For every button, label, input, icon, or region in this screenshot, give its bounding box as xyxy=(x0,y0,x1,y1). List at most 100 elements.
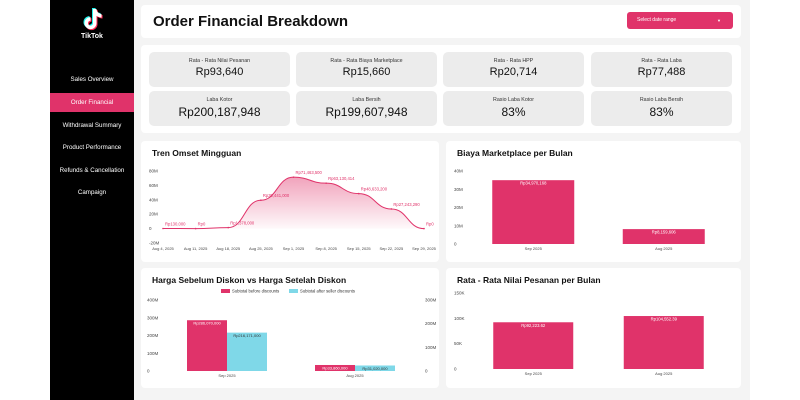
data-label: Rp39,441,000 xyxy=(263,193,290,198)
sidebar-item-withdrawal-summary[interactable]: Withdrawal Summary xyxy=(62,122,122,129)
y-tick-label: 20M xyxy=(149,212,158,217)
discount-comparison-card: Harga Sebelum Diskon vs Harga Setelah Di… xyxy=(141,268,439,388)
date-range-picker[interactable]: Select date range ▼ xyxy=(627,12,733,29)
kpi-label: Rata - Rata Biaya Marketplace xyxy=(330,58,403,64)
tiktok-logo: TikTok xyxy=(50,6,134,40)
y-tick-label: 10M xyxy=(454,223,463,228)
x-tick-label: Sep 8, 2025 xyxy=(315,246,337,251)
y-tick-label: 200M xyxy=(147,333,159,338)
kpi-value: Rp199,607,948 xyxy=(325,105,408,119)
tiktok-icon xyxy=(83,8,103,31)
data-point xyxy=(292,176,295,178)
data-label: Rp63,130,414 xyxy=(328,176,355,181)
legend-label: Subtotal after seller discounts xyxy=(300,289,355,294)
y-tick-label: 0 xyxy=(454,367,457,372)
bar xyxy=(227,332,267,371)
kpi-card-gross-profit: Laba Kotor Rp200,187,948 xyxy=(149,91,290,126)
x-tick-label: Sep 2025 xyxy=(525,246,543,251)
y-tick-label: 40M xyxy=(454,169,463,174)
weekly-revenue-chart: 80M 60M 40M 20M 0 -20M Rp130,000 Aug 4, 2025 Rp0… xyxy=(149,169,437,252)
x-tick-label: Aug 2025 xyxy=(655,371,673,376)
data-point xyxy=(227,226,230,229)
sidebar-item-product-performance[interactable]: Product Performance xyxy=(62,144,122,151)
y-tick-label: 60M xyxy=(149,183,158,188)
data-point xyxy=(260,199,262,202)
y-tick-label: 100M xyxy=(147,351,159,356)
kpi-value: 83% xyxy=(501,105,526,119)
data-label: Rp48,633,200 xyxy=(361,187,388,192)
data-point xyxy=(162,227,164,230)
chart-title: Tren Omset Mingguan xyxy=(152,148,242,158)
data-label: Rp104,552.39 xyxy=(651,317,678,322)
kpi-label: Rata - Rata Laba xyxy=(641,58,682,64)
data-point xyxy=(325,182,327,184)
data-label: Rp92,223.62 xyxy=(521,323,546,328)
kpi-panel: Rata - Rata Nilai Pesanan Rp93,640 Rata … xyxy=(141,45,741,133)
caret-down-icon: ▼ xyxy=(717,18,721,23)
x-tick-label: Sep 29, 2025 xyxy=(412,246,437,251)
kpi-value: Rp77,488 xyxy=(637,66,686,78)
marketplace-fee-chart: 40M 30M 20M 10M 0 Rp34,970,168 Sep 2025 Rp8,159… xyxy=(454,169,705,251)
y-tick-label: -20M xyxy=(149,241,160,246)
sidebar-item-campaign[interactable]: Campaign xyxy=(77,189,107,196)
page-title: Order Financial Breakdown xyxy=(153,13,349,30)
logo-text: TikTok xyxy=(81,33,103,40)
bar xyxy=(187,320,227,371)
kpi-card-avg-hpp: Rata - Rata HPP Rp20,714 xyxy=(443,52,584,87)
bar xyxy=(622,229,705,244)
y-tick-label: 0 xyxy=(454,242,457,247)
chart-title: Rata - Rata Nilai Pesanan per Bulan xyxy=(457,275,601,285)
y-tick-label: 0 xyxy=(425,369,428,374)
y-tick-label: 100K xyxy=(454,316,465,321)
x-tick-label: Aug 18, 2025 xyxy=(216,246,241,251)
data-point xyxy=(390,208,393,210)
sidebar: TikTok Sales Overview Order Financial Wi… xyxy=(50,0,134,400)
kpi-label: Laba Kotor xyxy=(206,97,233,103)
sidebar-item-order-financial[interactable]: Order Financial xyxy=(50,93,134,112)
data-label: Rp33,860,000 xyxy=(322,365,348,370)
x-tick-label: Sep 1, 2025 xyxy=(283,246,305,251)
x-tick-label: Aug 2025 xyxy=(346,373,364,378)
kpi-label: Laba Bersih xyxy=(352,97,381,103)
data-label: Rp27,243,290 xyxy=(393,202,420,207)
kpi-value: Rp200,187,948 xyxy=(178,105,261,119)
main-content: Order Financial Breakdown Select date ra… xyxy=(141,0,741,400)
data-label: Rp0 xyxy=(426,222,434,227)
data-label: Rp71,463,500 xyxy=(296,170,323,175)
data-label: Rp130,000 xyxy=(165,222,186,227)
x-tick-label: Sep 22, 2025 xyxy=(379,246,404,251)
avg-order-value-card: Rata - Rata Nilai Pesanan per Bulan 150K… xyxy=(446,268,741,388)
y-tick-label: 100M xyxy=(425,345,437,350)
data-point xyxy=(357,192,360,195)
bar xyxy=(493,322,574,369)
avg-order-value-chart: 150K 100K 50K 0 Rp92,223.62 Sep 2025 Rp104,552… xyxy=(454,291,704,376)
y-tick-label: 0 xyxy=(149,226,152,231)
data-label: Rp34,970,168 xyxy=(520,181,547,186)
kpi-label: Rata - Rata Nilai Pesanan xyxy=(188,58,251,64)
date-range-label: Select date range xyxy=(637,17,677,23)
bar xyxy=(492,180,575,244)
y-tick-label: 200M xyxy=(425,321,437,326)
y-tick-label: 300M xyxy=(425,298,437,303)
x-tick-label: Aug 25, 2025 xyxy=(249,246,274,251)
kpi-value: Rp93,640 xyxy=(195,66,244,78)
data-point xyxy=(194,227,197,230)
weekly-revenue-card: Tren Omset Mingguan 80M 60M 40M 20M 0 -20M Rp1… xyxy=(141,141,439,262)
kpi-label: Rata - Rata HPP xyxy=(493,58,534,64)
sidebar-item-refunds-cancellation[interactable]: Refunds & Cancellation xyxy=(59,167,125,174)
data-label: Rp286,070,000 xyxy=(193,321,221,326)
y-tick-label: 30M xyxy=(454,187,463,192)
y-tick-label: 80M xyxy=(149,169,158,174)
area-fill xyxy=(163,177,424,229)
sidebar-item-sales-overview[interactable]: Sales Overview xyxy=(70,76,114,83)
chart-title: Biaya Marketplace per Bulan xyxy=(457,148,573,158)
bar xyxy=(355,365,395,371)
page-header: Order Financial Breakdown Select date ra… xyxy=(141,5,741,38)
bar xyxy=(315,364,355,371)
x-tick-label: Aug 2025 xyxy=(655,246,673,251)
x-tick-label: Aug 11, 2025 xyxy=(184,246,208,251)
kpi-card-avg-order-value: Rata - Rata Nilai Pesanan Rp93,640 xyxy=(149,52,290,87)
y-tick-label: 40M xyxy=(149,197,158,202)
data-label: Rp216,171,000 xyxy=(233,333,261,338)
discount-comparison-chart: 400M 300M 200M 100M 0 300M 200M 100M 0 Subtotal b… xyxy=(147,289,437,379)
